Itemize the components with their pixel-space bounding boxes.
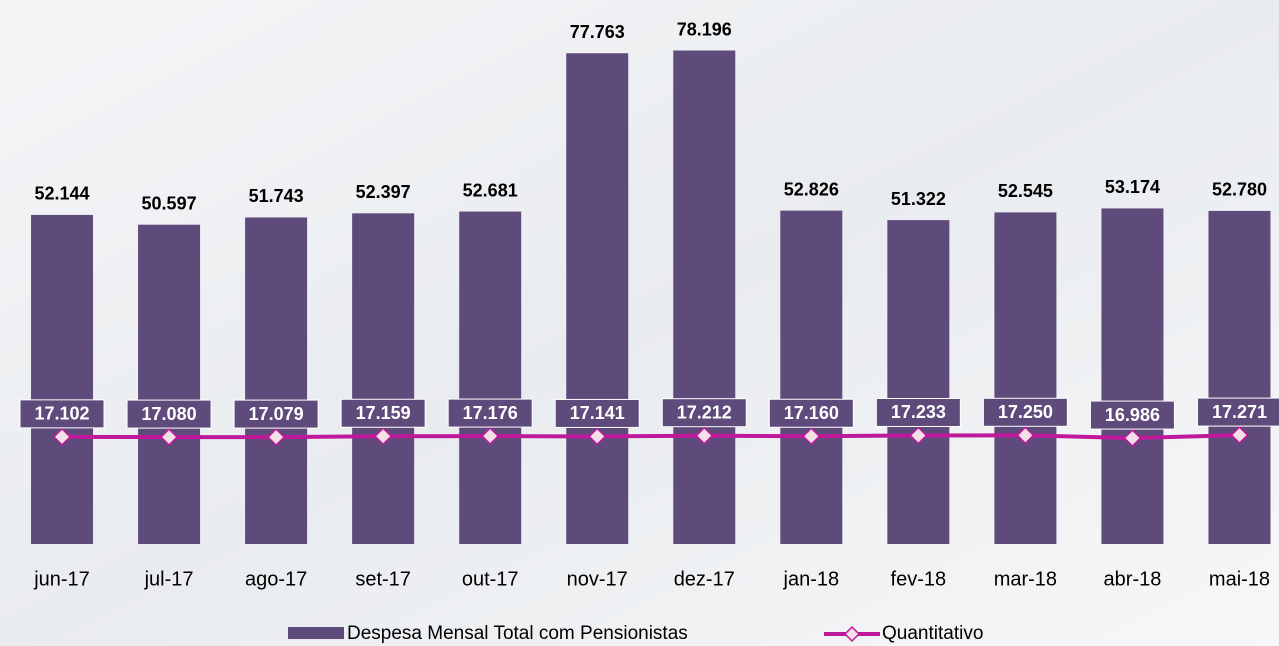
bar-value-label: 53.174 bbox=[1105, 177, 1160, 197]
bar bbox=[673, 50, 736, 544]
bar bbox=[994, 212, 1057, 545]
line-marker bbox=[267, 428, 286, 447]
line-marker bbox=[909, 426, 928, 445]
line-label-box bbox=[340, 398, 426, 428]
line-marker bbox=[1230, 426, 1249, 445]
line-marker bbox=[588, 427, 607, 446]
line-label-box bbox=[768, 398, 854, 428]
line bbox=[62, 433, 1240, 441]
line-marker bbox=[695, 426, 714, 445]
line-label-box bbox=[19, 399, 105, 429]
legend-swatch bbox=[843, 625, 861, 643]
bar-value-label: 52.545 bbox=[998, 181, 1053, 201]
x-tick-label: jul-17 bbox=[144, 568, 194, 590]
bar-value-label: 52.826 bbox=[784, 179, 839, 199]
bar bbox=[566, 53, 629, 544]
x-tick-label: fev-18 bbox=[891, 568, 947, 590]
line-label-box bbox=[233, 399, 319, 429]
x-tick-label: nov-17 bbox=[567, 568, 628, 590]
bar bbox=[352, 213, 415, 544]
line-value-label: 17.080 bbox=[142, 404, 197, 424]
line-value-label: 17.141 bbox=[570, 403, 625, 423]
bar-value-label: 77.763 bbox=[570, 22, 625, 42]
x-tick-label: out-17 bbox=[462, 568, 519, 590]
bar bbox=[31, 214, 94, 544]
x-tick-label: set-17 bbox=[355, 568, 411, 590]
line-marker bbox=[160, 428, 179, 447]
line-value-label: 17.160 bbox=[784, 403, 839, 423]
line-marker bbox=[1123, 429, 1142, 448]
line-label-box bbox=[1196, 397, 1279, 427]
line-marker bbox=[374, 427, 393, 446]
bar-value-label: 52.681 bbox=[463, 180, 518, 200]
line-marker bbox=[481, 427, 500, 446]
line-value-label: 17.271 bbox=[1212, 402, 1267, 422]
x-tick-label: mai-18 bbox=[1209, 568, 1270, 590]
line-marker bbox=[802, 427, 821, 446]
legend-label: Despesa Mensal Total com Pensionistas bbox=[347, 623, 688, 644]
line-label-box bbox=[661, 398, 747, 428]
legend-label: Quantitativo bbox=[882, 623, 983, 644]
legend-swatch bbox=[288, 627, 344, 639]
bar-value-label: 51.743 bbox=[249, 186, 304, 206]
bar-value-label: 52.397 bbox=[356, 182, 411, 202]
x-tick-label: jun-17 bbox=[33, 568, 90, 590]
line-label-box bbox=[447, 398, 533, 428]
line-label-box bbox=[1089, 400, 1175, 430]
bar-value-label: 51.322 bbox=[891, 189, 946, 209]
bar bbox=[138, 224, 201, 545]
bar bbox=[1101, 208, 1164, 544]
line-marker bbox=[1016, 426, 1035, 445]
x-tick-label: jan-18 bbox=[783, 568, 840, 590]
bar-value-label: 52.780 bbox=[1212, 180, 1267, 200]
line-marker bbox=[52, 427, 72, 446]
line-value-label: 16.986 bbox=[1105, 405, 1160, 425]
x-tick-label: dez-17 bbox=[674, 568, 735, 590]
bar-value-label: 52.144 bbox=[34, 184, 89, 204]
bar-value-label: 50.597 bbox=[142, 193, 197, 213]
bar-value-label: 78.196 bbox=[677, 19, 732, 39]
x-tick-label: ago-17 bbox=[245, 568, 307, 590]
bar bbox=[459, 211, 522, 544]
line-label-box bbox=[875, 397, 961, 427]
line-value-label: 17.159 bbox=[356, 403, 411, 423]
line-value-label: 17.233 bbox=[891, 402, 946, 422]
line-value-label: 17.250 bbox=[998, 402, 1053, 422]
line-value-label: 17.176 bbox=[463, 403, 518, 423]
bar bbox=[780, 210, 843, 545]
line-value-label: 17.212 bbox=[677, 402, 732, 422]
bar bbox=[1208, 210, 1271, 544]
line-label-box bbox=[126, 399, 212, 429]
line-label-box bbox=[982, 397, 1068, 427]
bar bbox=[245, 217, 308, 545]
line-value-label: 17.102 bbox=[34, 404, 89, 424]
line-value-label: 17.079 bbox=[249, 404, 304, 424]
x-tick-label: mar-18 bbox=[994, 568, 1057, 590]
line-label-box bbox=[554, 398, 640, 428]
x-tick-label: abr-18 bbox=[1104, 568, 1162, 590]
bar bbox=[887, 220, 950, 544]
